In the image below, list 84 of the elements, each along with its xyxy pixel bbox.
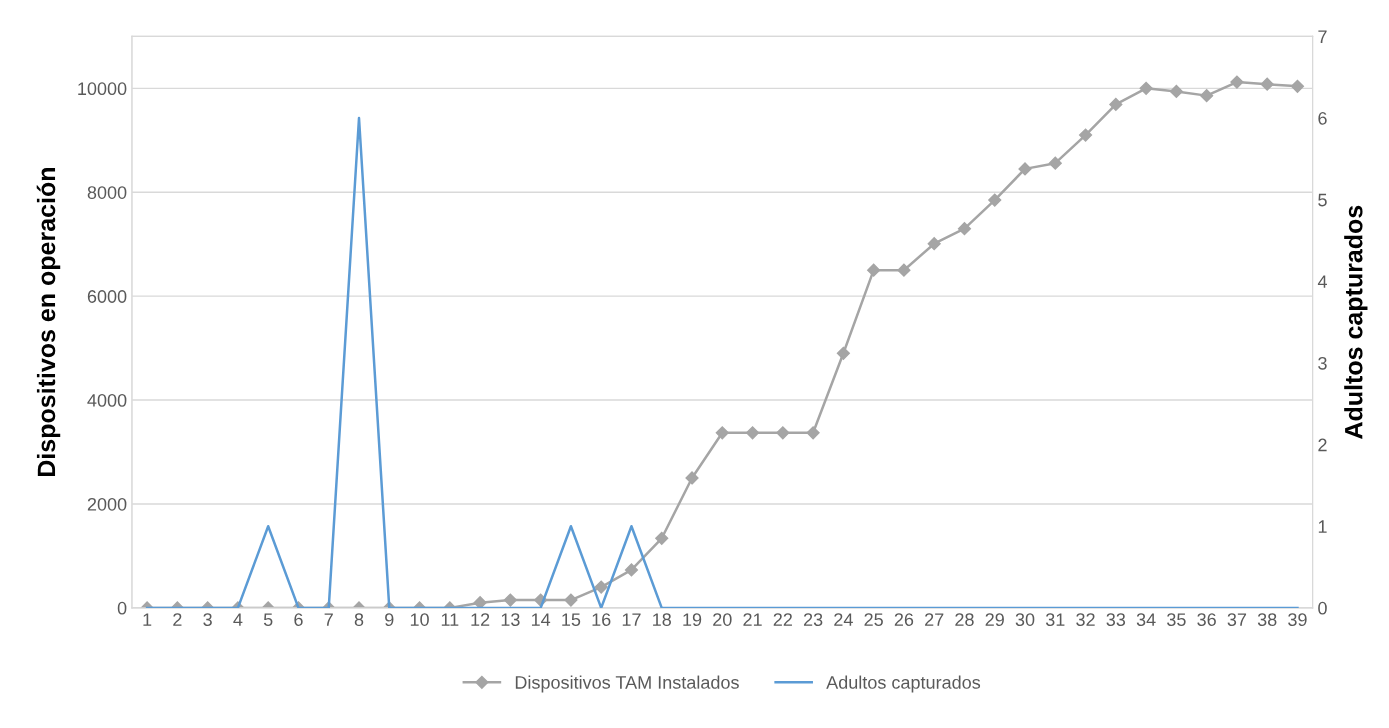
x-tick-label: 35 (1167, 613, 1186, 626)
point (1290, 79, 1305, 93)
y2-tick-label: 4 (1317, 275, 1327, 288)
x-tick-label: 9 (385, 613, 394, 626)
point (1109, 97, 1123, 112)
x-tick-label: 27 (925, 613, 944, 626)
point (655, 531, 669, 545)
point (806, 426, 820, 440)
x-tick-label: 21 (743, 613, 762, 626)
x-tick-label: 12 (471, 613, 490, 626)
x-tick-label: 6 (294, 613, 303, 626)
x-tick-label: 5 (263, 613, 273, 626)
x-tick-label: 20 (713, 613, 732, 626)
x-tick-label: 7 (324, 613, 333, 626)
point (1169, 84, 1183, 99)
y2-tick-label: 3 (1318, 356, 1327, 370)
x-tick-label: 4 (233, 613, 243, 626)
x-tick-label: 10 (410, 613, 429, 626)
x-tick-label: 39 (1288, 613, 1307, 626)
x-tick-label: 3 (203, 613, 212, 626)
x-tick-label: 13 (501, 613, 520, 626)
x-tick-label: 38 (1257, 613, 1277, 626)
point (1230, 75, 1244, 89)
point (624, 563, 639, 577)
y-tick-label: 2000 (87, 497, 127, 511)
y2-axis-title: Adultos capturados (1344, 205, 1368, 439)
y2-tick-label: 5 (1318, 193, 1327, 207)
point (473, 596, 487, 608)
point (927, 237, 941, 251)
y2-tick-label: 1 (1318, 520, 1327, 533)
point (957, 222, 972, 236)
y-tick-label: 4000 (87, 394, 127, 407)
point (503, 593, 517, 607)
point (594, 580, 608, 594)
x-tick-label: 25 (864, 613, 883, 626)
point (776, 426, 790, 440)
y2-tick-label: 6 (1318, 111, 1327, 125)
x-tick-label: 17 (622, 613, 641, 626)
point (1018, 162, 1032, 176)
x-tick-label: 15 (562, 613, 581, 626)
point (745, 426, 760, 440)
x-tick-label: 37 (1227, 613, 1247, 626)
x-tick-label: 11 (441, 613, 459, 626)
point (715, 426, 729, 440)
x-tick-label: 23 (803, 613, 823, 626)
x-tick-label: 29 (985, 613, 1004, 626)
point (1078, 128, 1093, 142)
point (685, 471, 699, 485)
x-tick-label: 14 (531, 613, 551, 626)
point (564, 593, 578, 607)
y2-tick-label: 2 (1318, 438, 1327, 452)
x-tick-label: 18 (653, 613, 671, 626)
x-tick-label: 2 (173, 613, 182, 626)
point (897, 263, 911, 277)
x-tick-label: 34 (1136, 613, 1156, 626)
x-tick-label: 8 (354, 613, 364, 626)
point (988, 193, 1002, 207)
point (1200, 89, 1214, 103)
point (1260, 77, 1274, 91)
x-tick-label: 32 (1076, 613, 1095, 626)
point (867, 263, 881, 277)
point (836, 346, 850, 360)
y2-tick-label: 7 (1318, 30, 1327, 43)
point (1139, 81, 1153, 95)
x-tick-label: 19 (683, 613, 702, 626)
x-tick-label: 30 (1015, 613, 1035, 626)
y-axis-title: Dispositivos en operación (36, 168, 61, 477)
legend-label: Dispositivos TAM Instalados (515, 675, 739, 693)
x-tick-label: 16 (592, 613, 611, 626)
x-tick-label: 24 (834, 613, 853, 626)
x-tick-label: 33 (1106, 613, 1126, 626)
legend-label: Adultos capturados (826, 675, 981, 693)
x-tick-label: 31 (1045, 613, 1065, 626)
y-tick-label: 6000 (87, 290, 127, 303)
y-tick-label: 10000 (78, 82, 127, 96)
y-tick-label: 8000 (87, 186, 127, 199)
x-tick-label: 1 (143, 613, 152, 626)
x-tick-label: 28 (955, 613, 974, 626)
y-tick-label: 0 (117, 601, 127, 615)
x-tick-label: 36 (1197, 613, 1216, 626)
point (1048, 156, 1062, 170)
y2-tick-label: 0 (1318, 601, 1327, 615)
x-tick-label: 26 (894, 613, 914, 626)
x-tick-label: 22 (773, 613, 792, 626)
